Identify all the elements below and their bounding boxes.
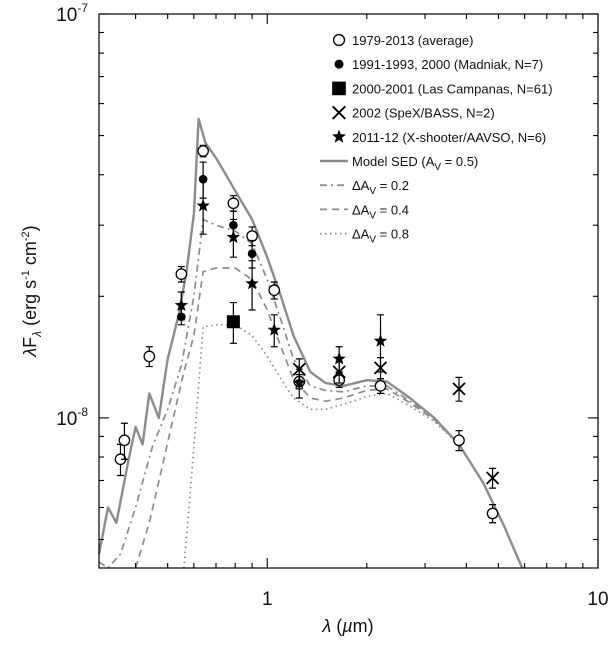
legend-item-4: 2011-12 (X-shooter/AAVSO, N=6) [332, 129, 546, 145]
legend-item-1: 1991-1993, 2000 (Madniak, N=7) [334, 57, 543, 72]
data-point-cross-3 [452, 376, 466, 402]
legend-label: 2002 (SpeX/BASS, N=2) [352, 106, 495, 121]
legend-label: 2000-2001 (Las Campanas, N=61) [352, 81, 553, 96]
data-point-star-5 [292, 368, 306, 399]
data-point-star-0 [174, 291, 189, 321]
data-point-star-2 [226, 218, 241, 258]
legend-label: ΔAV = 0.4 [352, 202, 409, 221]
legend-label: 1979-2013 (average) [352, 33, 473, 48]
data-point-star-1 [196, 180, 210, 235]
data-point-filled-square-0 [226, 301, 240, 344]
legend-label: 2011-12 (X-shooter/AAVSO, N=6) [352, 130, 546, 145]
legend-label: ΔAV = 0.2 [352, 178, 409, 197]
legend-marker-filled-circle [334, 59, 344, 69]
plot-frame [98, 13, 599, 569]
data-point-cross-4 [485, 467, 500, 489]
legend-marker-cross [332, 105, 346, 120]
y-axis-title: λFλ (erg s-1 cm-2) [20, 225, 44, 357]
y-tick-label-1: 10-7 [56, 1, 88, 26]
data-point-open-circle-1 [118, 422, 131, 460]
model-curve-2 [134, 267, 460, 569]
legend-label: 1991-1993, 2000 (Madniak, N=7) [352, 57, 543, 72]
legend: 1979-2013 (average) 1991-1993, 2000 (Madn… [320, 33, 553, 246]
x-tick-label-0: 1 [262, 589, 273, 610]
y-tick-label-0: 10-8 [56, 405, 88, 430]
legend-item-8: ΔAV = 0.8 [320, 227, 409, 246]
legend-label: ΔAV = 0.8 [352, 227, 409, 246]
data-point-star-7 [373, 314, 388, 373]
legend-item-5: Model SED (AV = 0.5) [320, 154, 478, 173]
data-point-open-circle-12 [486, 504, 499, 524]
legend-item-3: 2002 (SpeX/BASS, N=2) [332, 105, 495, 121]
data-point-open-circle-3 [175, 265, 188, 283]
data-point-open-circle-4 [197, 144, 209, 158]
legend-marker-star [332, 129, 346, 143]
data-point-open-circle-5 [227, 195, 240, 212]
model-curve-3 [183, 323, 460, 569]
axis-ticks: 1 10 10-8 10-7 [56, 1, 608, 610]
x-tick-label-1: 10 [587, 589, 608, 610]
legend-item-6: ΔAV = 0.2 [320, 178, 409, 197]
data-point-open-circle-11 [453, 430, 465, 452]
data-point-star-3 [245, 260, 259, 311]
data-point-open-circle-7 [268, 281, 281, 300]
data-point-open-circle-2 [143, 346, 156, 368]
model-curves [97, 117, 524, 569]
legend-item-0: 1979-2013 (average) [332, 33, 473, 48]
legend-marker-filled-square [332, 81, 346, 96]
data-point-star-4 [267, 314, 281, 348]
legend-marker-open-circle [332, 33, 346, 47]
data-point-open-circle-10 [374, 378, 387, 394]
x-axis-title: λ (µm) [321, 616, 373, 636]
data-points [114, 144, 500, 524]
model-curve-0 [97, 117, 524, 569]
legend-item-2: 2000-2001 (Las Campanas, N=61) [332, 81, 553, 96]
data-point-star-6 [332, 346, 346, 373]
legend-label: Model SED (AV = 0.5) [352, 154, 478, 173]
legend-item-7: ΔAV = 0.4 [320, 202, 409, 221]
